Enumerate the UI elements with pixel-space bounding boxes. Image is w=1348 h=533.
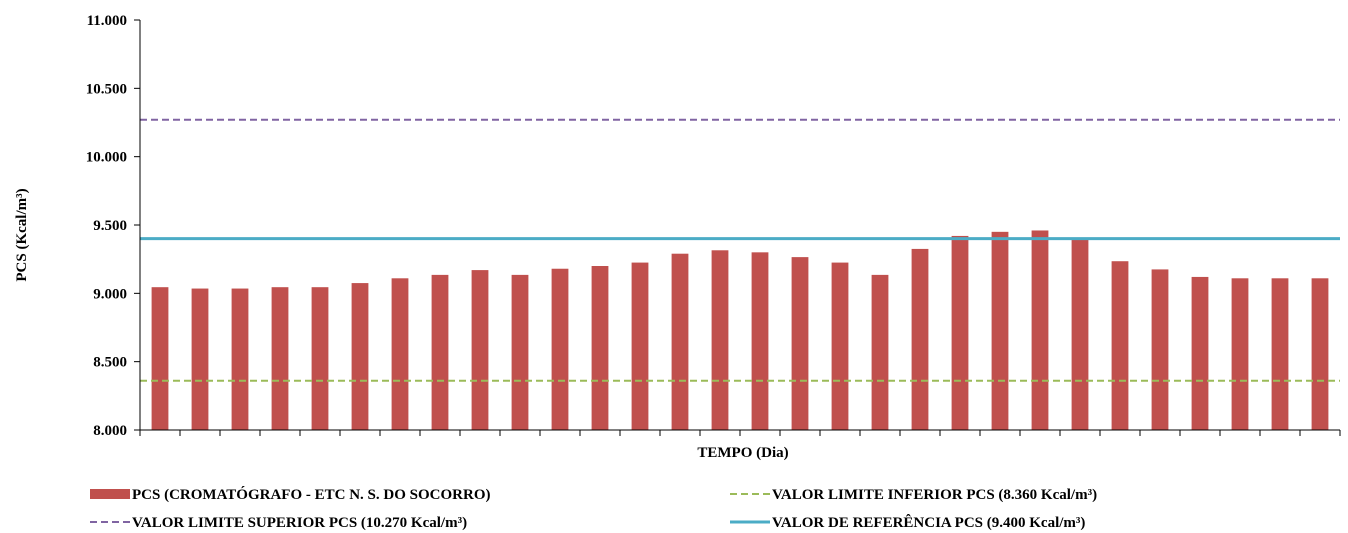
bar (1191, 276, 1209, 430)
y-tick-label: 10.000 (86, 150, 127, 166)
bar (1231, 278, 1249, 430)
bar (551, 268, 569, 430)
bar (1311, 278, 1329, 430)
bar (591, 266, 609, 430)
bar (511, 274, 529, 430)
bar (1031, 230, 1049, 430)
legend-item: VALOR LIMITE INFERIOR PCS (8.360 Kcal/m³… (730, 487, 1097, 503)
reference-lines-layer (140, 118, 1340, 382)
bar (831, 262, 849, 430)
legend-label: VALOR LIMITE SUPERIOR PCS (10.270 Kcal/m… (132, 515, 467, 531)
bar (431, 274, 449, 430)
bar (711, 250, 729, 430)
bar (231, 288, 249, 430)
bar (991, 231, 1009, 430)
x-ticks-layer (139, 430, 1341, 436)
bar (1151, 269, 1169, 430)
y-tick-label: 9.000 (93, 286, 127, 302)
bar (671, 253, 689, 430)
bar (351, 283, 369, 430)
legend-item: VALOR LIMITE SUPERIOR PCS (10.270 Kcal/m… (90, 515, 467, 531)
bar (271, 287, 289, 430)
bar (751, 252, 769, 430)
bar (791, 257, 809, 430)
y-tick-label: 11.000 (87, 13, 127, 29)
bar (311, 287, 329, 430)
bar (631, 262, 649, 430)
y-ticks-layer: 8.000 8.500 9.000 9.500 10.000 10.500 11.000 (86, 13, 140, 439)
bar (1071, 237, 1089, 430)
x-axis-title: TEMPO (Dia) (697, 445, 788, 461)
bar (871, 274, 889, 430)
bar (1111, 261, 1129, 430)
y-tick-label: 10.500 (86, 81, 127, 97)
bar (151, 287, 169, 430)
legend-item: VALOR DE REFERÊNCIA PCS (9.400 Kcal/m³) (730, 514, 1085, 531)
legend-swatch-bar (90, 489, 130, 499)
bar (391, 278, 409, 430)
legend-label: PCS (CROMATÓGRAFO - ETC N. S. DO SOCORRO… (132, 486, 490, 503)
legend-item: PCS (CROMATÓGRAFO - ETC N. S. DO SOCORRO… (90, 486, 490, 503)
y-axis-title: PCS (Kcal/m³) (14, 188, 30, 281)
bar (911, 248, 929, 430)
y-tick-label: 8.000 (93, 423, 127, 439)
y-tick-label: 8.500 (93, 355, 127, 371)
bar (471, 270, 489, 430)
legend-label: VALOR LIMITE INFERIOR PCS (8.360 Kcal/m³… (772, 487, 1097, 503)
bars-layer (151, 230, 1329, 430)
bar (951, 235, 969, 430)
legend: PCS (CROMATÓGRAFO - ETC N. S. DO SOCORRO… (90, 486, 1097, 531)
legend-label: VALOR DE REFERÊNCIA PCS (9.400 Kcal/m³) (772, 514, 1085, 531)
bar (191, 288, 209, 430)
bar (1271, 278, 1289, 430)
y-tick-label: 9.500 (93, 218, 127, 234)
